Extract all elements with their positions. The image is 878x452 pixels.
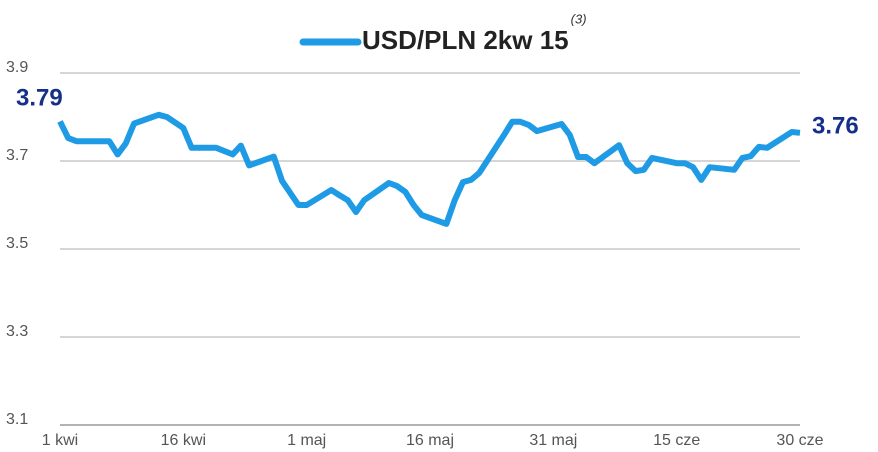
x-tick-label: 15 cze (653, 432, 700, 449)
y-tick-label: 3.3 (6, 323, 28, 340)
x-tick-label: 31 maj (529, 432, 577, 449)
x-tick-label: 16 maj (406, 432, 454, 449)
x-tick-label: 1 maj (287, 432, 326, 449)
x-tick-label: 1 kwi (42, 432, 78, 449)
series-line (57, 111, 801, 227)
x-tick-label: 30 cze (776, 432, 823, 449)
start-label: 3.79 (16, 84, 63, 111)
legend-label: USD/PLN 2kw 15 (362, 25, 569, 55)
footnote-mark: (3) (571, 11, 587, 26)
y-tick-label: 3.9 (6, 59, 28, 76)
end-label: 3.76 (812, 112, 859, 139)
y-tick-label: 3.5 (6, 235, 28, 252)
x-tick-label: 16 kwi (161, 432, 206, 449)
y-tick-label: 3.1 (6, 411, 28, 428)
y-tick-label: 3.7 (6, 147, 28, 164)
